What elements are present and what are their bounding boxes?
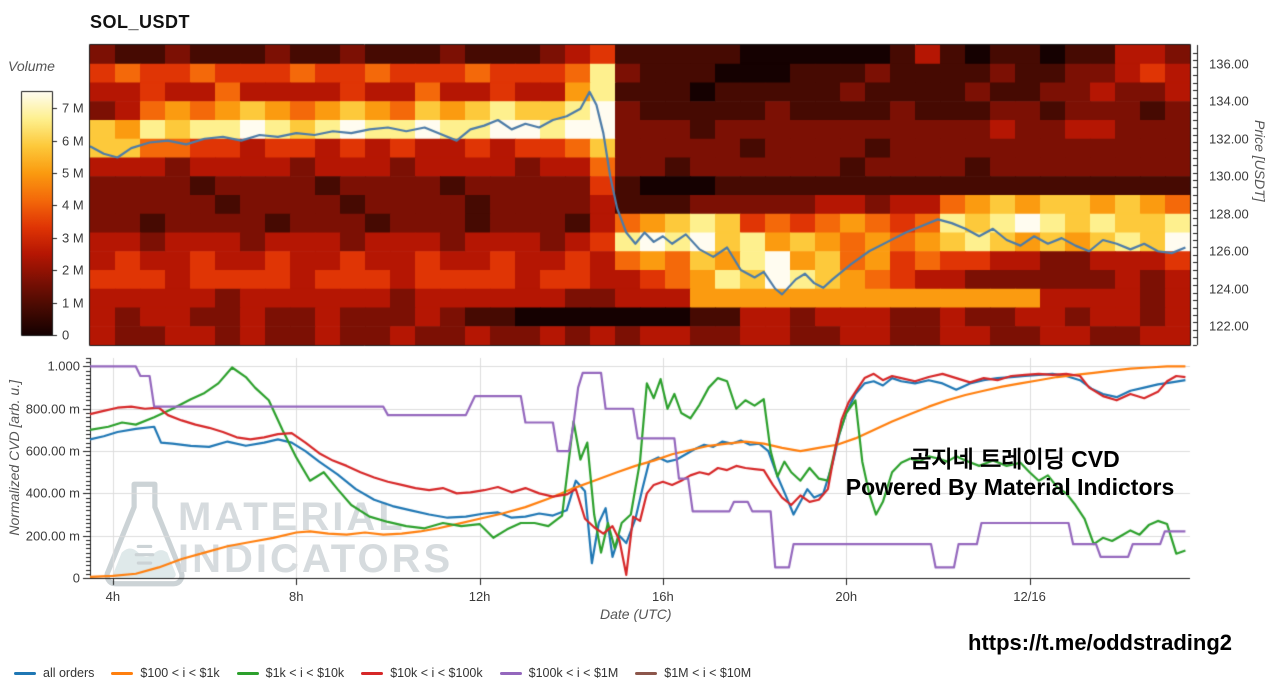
legend-label: $100k < i < $1M [528,666,619,680]
chart-legend: all orders $100 < i < $1k $1k < i < $10k $1… [14,666,768,680]
legend-item: $100k < i < $1M [499,666,619,680]
legend-item: $100 < i < $1k [111,666,220,680]
legend-line-swatch [499,671,522,675]
legend-label: all orders [43,666,95,680]
legend-line-swatch [635,671,658,675]
legend-item: $1M < i < $10M [635,666,751,680]
legend-item: all orders [14,666,94,680]
legend-label: $1M < i < $10M [664,666,752,680]
legend-line-swatch [361,671,384,675]
legend-label: $1k < i < $10k [265,666,345,680]
legend-line-swatch [14,671,36,675]
legend-line-swatch [111,671,134,675]
legend-label: $100 < i < $1k [140,666,220,680]
legend-label: $10k < i < $100k [390,666,483,680]
legend-item: $1k < i < $10k [236,666,345,680]
legend-item: $10k < i < $100k [361,666,483,680]
legend-line-swatch [236,671,259,675]
